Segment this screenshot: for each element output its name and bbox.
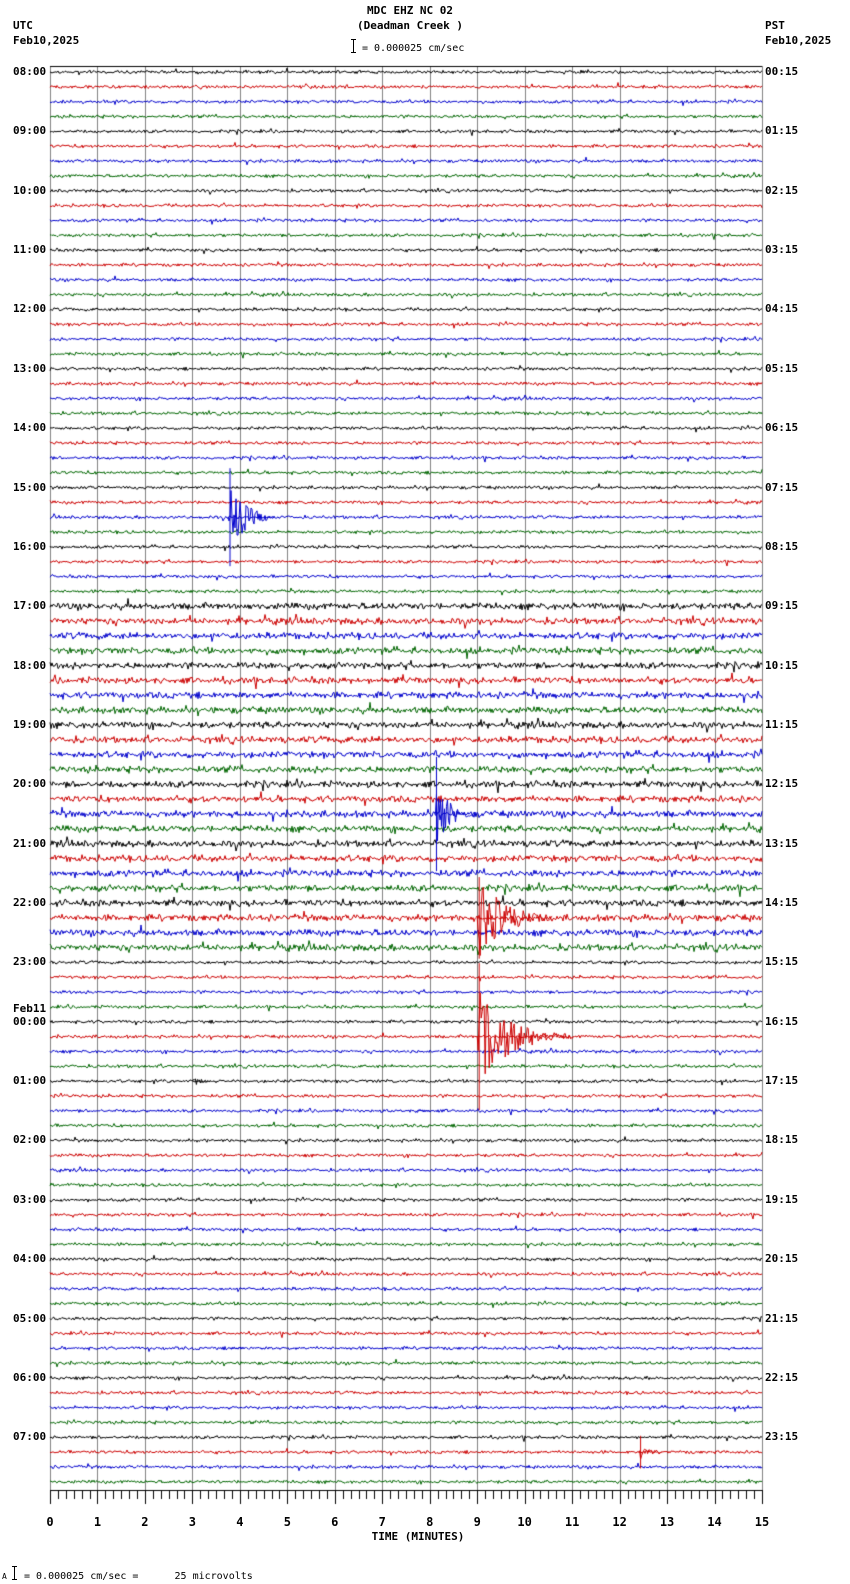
pst-hour-label: 07:15 [765, 480, 799, 494]
x-tick-label: 10 [517, 1515, 532, 1529]
pst-hour-label: 04:15 [765, 302, 799, 316]
x-tick-label: 13 [659, 1515, 675, 1529]
pst-hour-label: 09:15 [765, 599, 799, 613]
pst-hour-label: 12:15 [765, 777, 799, 791]
utc-hour-label: 15:00 [13, 480, 47, 494]
pst-hour-label: 19:15 [765, 1192, 799, 1206]
scale-text: = 0.000025 cm/sec [362, 43, 465, 54]
x-tick-label: 3 [188, 1515, 197, 1529]
utc-hour-label: 18:00 [13, 658, 47, 672]
pst-hour-label: 02:15 [765, 183, 799, 197]
x-tick-label: 4 [236, 1515, 244, 1529]
footer-prefix: A [2, 1572, 7, 1581]
pst-hour-label: 11:15 [765, 717, 799, 731]
site-name: (Deadman Creek ) [357, 19, 463, 32]
pst-hour-label: 21:15 [765, 1311, 799, 1325]
utc-hour-label: 13:00 [13, 361, 47, 375]
pst-hour-label: 10:15 [765, 658, 799, 672]
pst-hour-label: 06:15 [765, 421, 799, 435]
x-axis-title: TIME (MINUTES) [371, 1530, 465, 1543]
date-change-label: Feb11 [13, 1002, 47, 1015]
utc-hour-label: 23:00 [13, 955, 47, 969]
right-timezone: PST [765, 19, 785, 32]
footer-scale-text: = 0.000025 cm/sec = 25 microvolts [24, 1571, 253, 1582]
x-tick-label: 9 [473, 1515, 481, 1529]
utc-hour-label: 17:00 [13, 599, 47, 613]
pst-hour-label: 16:15 [765, 1014, 799, 1028]
utc-hour-label: 02:00 [13, 1133, 47, 1147]
pst-hour-label: 01:15 [765, 124, 799, 138]
utc-hour-label: 09:00 [13, 124, 47, 138]
pst-hour-label: 08:15 [765, 539, 799, 553]
x-tick-label: 7 [378, 1515, 386, 1529]
utc-hour-label: 12:00 [13, 302, 47, 316]
utc-hour-label: 10:00 [13, 183, 47, 197]
utc-hour-label: 00:00 [13, 1014, 47, 1028]
utc-hour-label: 11:00 [13, 243, 47, 257]
pst-hour-label: 05:15 [765, 361, 799, 375]
utc-hour-label: 14:00 [13, 421, 47, 435]
left-date: Feb10,2025 [13, 34, 80, 47]
scale-bar-icon [351, 39, 356, 53]
x-tick-label: 2 [141, 1515, 149, 1529]
pst-hour-label: 17:15 [765, 1074, 799, 1088]
pst-hour-label: 14:15 [765, 896, 799, 910]
utc-hour-label: 16:00 [13, 539, 47, 553]
x-tick-label: 1 [93, 1515, 102, 1529]
x-tick-label: 0 [46, 1515, 54, 1529]
pst-hour-label: 00:15 [765, 65, 799, 78]
x-tick-label: 11 [564, 1515, 580, 1529]
utc-hour-label: 07:00 [13, 1430, 47, 1444]
utc-hour-label: 01:00 [13, 1074, 47, 1088]
utc-hour-label: 06:00 [13, 1370, 47, 1384]
utc-hour-label: 20:00 [13, 777, 47, 791]
pst-hour-label: 03:15 [765, 243, 799, 257]
pst-hour-label: 15:15 [765, 955, 799, 969]
x-tick-label: 6 [331, 1515, 339, 1529]
utc-hour-label: 19:00 [13, 717, 47, 731]
x-tick-label: 15 [754, 1515, 770, 1529]
utc-hour-label: 04:00 [13, 1252, 47, 1266]
footer-scale-bar-icon [12, 1566, 17, 1580]
utc-hour-label: 05:00 [13, 1311, 47, 1325]
utc-hour-label: 21:00 [13, 836, 47, 850]
x-tick-label: 5 [283, 1515, 291, 1529]
x-tick-label: 14 [707, 1515, 722, 1529]
utc-hour-label: 08:00 [13, 65, 47, 78]
pst-hour-label: 13:15 [765, 836, 799, 850]
x-tick-label: 8 [426, 1515, 434, 1529]
left-timezone: UTC [13, 19, 33, 32]
utc-hour-label: 22:00 [13, 896, 47, 910]
right-date: Feb10,2025 [765, 34, 832, 47]
pst-hour-label: 23:15 [765, 1430, 799, 1444]
pst-hour-label: 18:15 [765, 1133, 799, 1147]
x-tick-label: 12 [612, 1515, 627, 1529]
pst-hour-label: 22:15 [765, 1370, 799, 1384]
station-title: MDC EHZ NC 02 [366, 4, 454, 17]
pst-hour-label: 20:15 [765, 1252, 799, 1266]
utc-hour-label: 03:00 [13, 1192, 47, 1206]
